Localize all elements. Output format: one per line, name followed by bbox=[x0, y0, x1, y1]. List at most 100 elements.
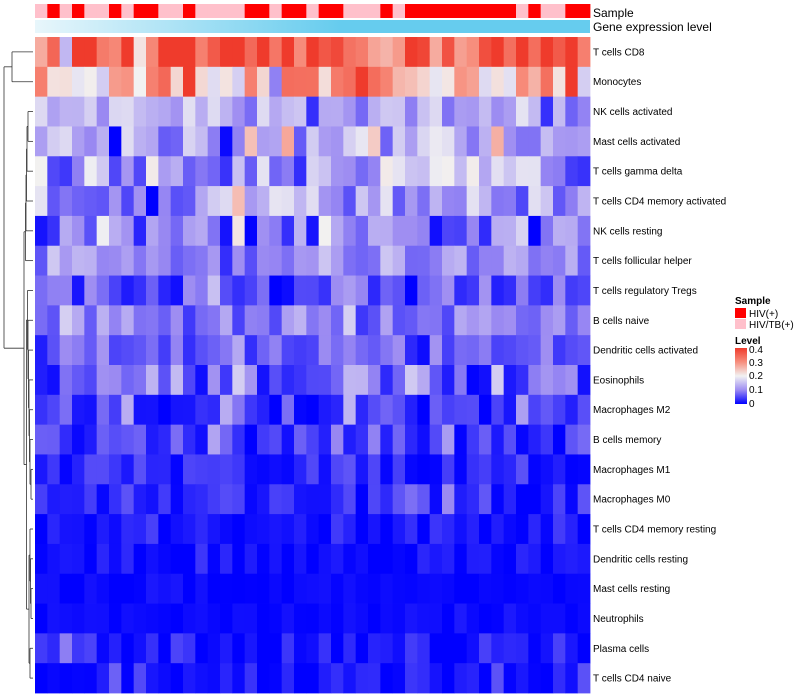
heatmap-cell bbox=[121, 424, 135, 455]
heatmap-cell bbox=[59, 335, 73, 366]
heatmap-cell bbox=[84, 335, 98, 366]
heatmap-cell bbox=[442, 37, 455, 68]
heatmap-cell bbox=[207, 335, 221, 366]
row-label: Macrophages M1 bbox=[593, 465, 671, 476]
heatmap-cell bbox=[109, 215, 122, 247]
heatmap-cell bbox=[109, 126, 122, 157]
heatmap-cell bbox=[109, 96, 122, 127]
heatmap-cell bbox=[479, 514, 492, 545]
heatmap-cell bbox=[442, 335, 455, 366]
heatmap-cell bbox=[331, 514, 344, 545]
heatmap-cell bbox=[491, 603, 505, 634]
heatmap-cell bbox=[220, 633, 233, 664]
heatmap-cell bbox=[294, 156, 307, 187]
heatmap-cell bbox=[269, 424, 283, 455]
heatmap-cell bbox=[146, 633, 159, 664]
heatmap-cell bbox=[183, 514, 196, 545]
heatmap-cell bbox=[565, 394, 579, 426]
heatmap-cell bbox=[257, 126, 270, 157]
heatmap-cell bbox=[355, 484, 369, 515]
heatmap-cell bbox=[72, 424, 85, 455]
heatmap-cell bbox=[442, 603, 455, 634]
heatmap-cell bbox=[59, 186, 73, 217]
heatmap-cell bbox=[257, 543, 270, 575]
heatmap-cell bbox=[565, 275, 579, 306]
heatmap-cell bbox=[429, 573, 443, 604]
heatmap-cell bbox=[207, 394, 221, 426]
heatmap-cell bbox=[405, 37, 418, 68]
heatmap-cell bbox=[170, 305, 184, 336]
heatmap-cell bbox=[59, 603, 73, 634]
heatmap-cell bbox=[269, 603, 283, 634]
heatmap-cell bbox=[417, 514, 431, 545]
row-label: B cells naive bbox=[593, 316, 650, 327]
heatmap-cell bbox=[503, 245, 517, 276]
heatmap-cell bbox=[417, 156, 431, 187]
heatmap-cell bbox=[553, 543, 566, 575]
heatmap-cell bbox=[577, 96, 591, 127]
heatmap-cell bbox=[503, 126, 517, 157]
heatmap-cell bbox=[294, 514, 307, 545]
heatmap-cell bbox=[158, 245, 172, 276]
heatmap-cell bbox=[121, 365, 135, 396]
heatmap-cell bbox=[405, 484, 418, 515]
heatmap-cell bbox=[429, 484, 443, 515]
heatmap-cell bbox=[257, 663, 270, 694]
heatmap-cell bbox=[306, 215, 320, 247]
heatmap-cell bbox=[158, 186, 172, 217]
heatmap-cell bbox=[392, 66, 406, 98]
sample-annotation-cell bbox=[491, 4, 505, 18]
heatmap-cell bbox=[72, 96, 85, 127]
heatmap-cell bbox=[405, 454, 418, 485]
heatmap-cell bbox=[380, 335, 394, 366]
heatmap-cell bbox=[121, 215, 135, 247]
heatmap-cell bbox=[318, 66, 332, 98]
heatmap-cell bbox=[417, 186, 431, 217]
sample-annotation-cell bbox=[59, 4, 73, 18]
heatmap-cell bbox=[207, 66, 221, 98]
heatmap-cell bbox=[281, 663, 295, 694]
heatmap-cell bbox=[454, 66, 468, 98]
heatmap-cell bbox=[281, 186, 295, 217]
heatmap-cell bbox=[84, 633, 98, 664]
heatmap-cell bbox=[343, 603, 357, 634]
heatmap-cell bbox=[565, 37, 579, 68]
heatmap-cell bbox=[133, 633, 147, 664]
heatmap-cell bbox=[368, 245, 381, 276]
heatmap-cell bbox=[331, 305, 344, 336]
heatmap-cell bbox=[528, 96, 542, 127]
heatmap-cell bbox=[183, 365, 196, 396]
heatmap-cell bbox=[429, 454, 443, 485]
heatmap-cell bbox=[343, 37, 357, 68]
sample-annotation-cell bbox=[195, 4, 209, 18]
heatmap-cell bbox=[417, 603, 431, 634]
heatmap-cell bbox=[355, 424, 369, 455]
heatmap-cell bbox=[84, 215, 98, 247]
heatmap-cell bbox=[479, 633, 492, 664]
heatmap-cell bbox=[170, 484, 184, 515]
heatmap-cell bbox=[244, 245, 258, 276]
heatmap-cell bbox=[343, 335, 357, 366]
heatmap-cell bbox=[405, 573, 418, 604]
heatmap-cell bbox=[232, 215, 246, 247]
heatmap-cell bbox=[109, 484, 122, 515]
heatmap-cell bbox=[232, 156, 246, 187]
row-label: B cells memory bbox=[593, 435, 661, 446]
heatmap-cell bbox=[35, 96, 48, 127]
heatmap-cell bbox=[109, 305, 122, 336]
heatmap-cell bbox=[257, 305, 270, 336]
heatmap-cell bbox=[355, 305, 369, 336]
heatmap-cell bbox=[47, 603, 61, 634]
heatmap-cell bbox=[442, 663, 455, 694]
heatmap-cell bbox=[331, 96, 344, 127]
sample-annotation-cell bbox=[109, 4, 122, 18]
heatmap-cell bbox=[47, 543, 61, 575]
heatmap-cell bbox=[442, 66, 455, 98]
heatmap-cell bbox=[429, 186, 443, 217]
heatmap-cell bbox=[220, 335, 233, 366]
heatmap-cell bbox=[59, 156, 73, 187]
heatmap-cell bbox=[220, 275, 233, 306]
sample-annotation-cell bbox=[281, 4, 295, 18]
heatmap-cell bbox=[516, 126, 529, 157]
